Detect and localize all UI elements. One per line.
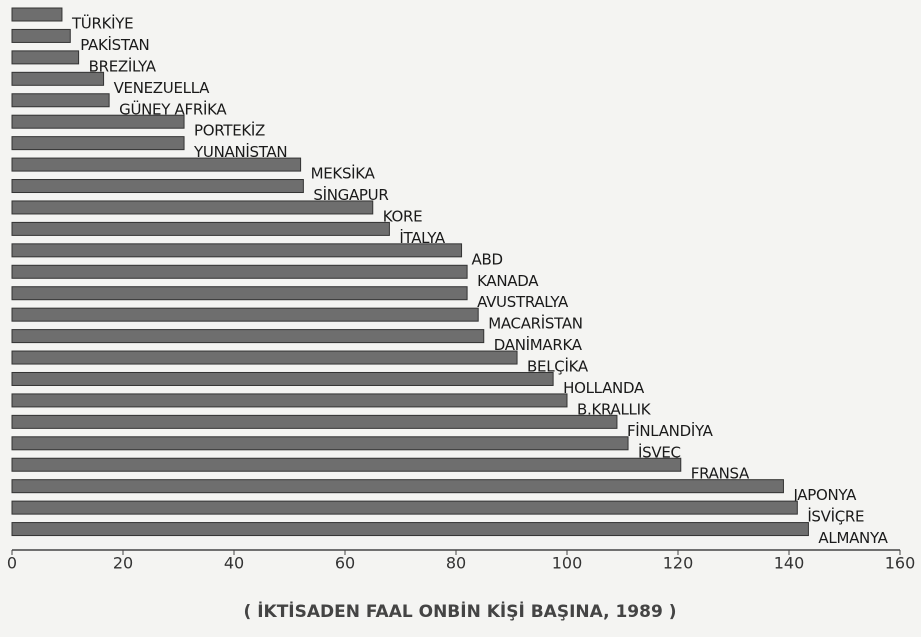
bar [11,286,468,301]
bar [11,200,374,215]
bar-label: B.KRALLIK [577,400,652,418]
bar-label: KORE [383,207,423,225]
bar-label: BREZİLYA [89,56,157,75]
bar-label: KANADA [477,272,539,290]
bar [11,522,809,537]
bar [11,436,629,451]
x-axis-label: ( İKTİSADEN FAAL ONBİN KİŞİ BAŞINA, 1989… [244,600,677,622]
bar [11,500,798,515]
bar-label: ABD [472,250,503,268]
bar [11,71,105,86]
bar-label: PORTEKİZ [194,121,265,140]
bar [11,93,110,108]
bar-label: GÜNEY AFRİKA [119,99,227,118]
x-tick-label: 80 [446,554,466,573]
bar-label: AVUSTRALYA [477,293,569,311]
bar [11,243,463,258]
bar-label: İSVEÇ [638,442,681,461]
bar-label: JAPONYA [792,486,857,504]
x-tick-label: 0 [7,554,17,573]
bar-label: İTALYA [399,228,446,247]
bar-label: MACARİSTAN [488,314,583,333]
x-tick-label: 20 [113,554,133,573]
bar-label: MEKSİKA [311,164,376,183]
bar-label: YUNANİSTAN [193,142,287,161]
bar-label: TÜRKİYE [71,14,133,33]
bar [11,28,71,43]
bar [11,350,518,365]
bar [11,457,682,472]
bar [11,393,568,408]
x-tick-label: 120 [663,554,694,573]
bar [11,307,479,322]
bar [11,221,390,236]
bar [11,329,485,344]
bar-label: ALMANYA [818,529,888,547]
bar [11,7,63,22]
x-tick-label: 160 [885,554,916,573]
bar-label: İSVİÇRE [807,507,864,526]
bar-label: FRANSA [691,465,750,483]
x-tick-label: 60 [335,554,355,573]
bar [11,50,80,65]
bar [11,179,304,194]
x-tick-label: 40 [224,554,244,573]
bar [11,264,468,279]
bar [11,157,302,172]
x-tick-label: 100 [552,554,583,573]
bar [11,479,784,494]
bar-label: HOLLANDA [563,379,645,397]
bar [11,414,618,429]
bar [11,114,185,129]
x-tick-label: 140 [774,554,805,573]
bar-label: DANİMARKA [494,335,583,354]
bar-label: FİNLANDİYA [627,421,714,440]
bar-label: VENEZUELLA [114,79,211,97]
bar [11,136,185,151]
bar-label: SİNGAPUR [313,185,388,204]
bar [11,371,554,386]
bar-label: BELÇİKA [527,357,589,376]
bar-label: PAKİSTAN [80,35,149,54]
